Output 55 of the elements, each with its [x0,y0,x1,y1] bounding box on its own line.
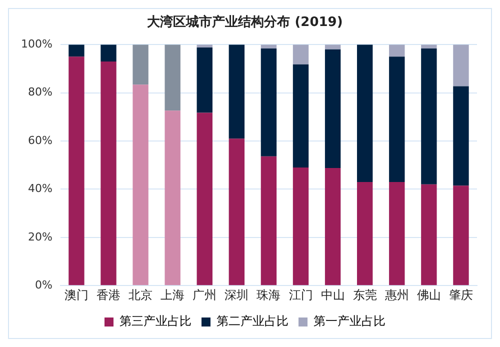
y-tick-label: 0% [34,278,52,292]
x-tick-label: 肇庆 [448,288,473,302]
x-tick-label: 中山 [320,288,345,302]
legend-label: 第三产业占比 [120,314,192,328]
bar [228,44,245,139]
x-tick-label: 惠州 [384,288,409,302]
bar [389,44,405,57]
chart-title: 大湾区城市产业结构分布 (2019) [147,14,343,30]
x-tick-label: 上海 [160,288,185,302]
x-tick-label: 江门 [288,288,313,302]
x-tick-label: 澳门 [64,288,88,302]
y-tick-label: 100% [20,37,52,50]
bar [421,184,437,286]
y-tick-label: 60% [28,134,52,147]
bar [389,182,405,286]
bar [421,44,437,48]
bar [164,110,180,286]
bar [132,44,148,85]
bar [68,44,84,57]
x-tick-label: 佛山 [416,288,441,302]
bar [196,112,212,286]
bar [324,49,341,168]
bar [324,44,341,50]
x-tick-label: 香港 [96,288,121,302]
x-tick-label: 深圳 [224,288,249,302]
x-tick-label: 北京 [128,288,153,302]
bar [164,44,180,111]
bar [453,86,469,186]
bar [68,56,84,286]
legend-label: 第一产业占比 [314,314,386,328]
bar [292,64,309,168]
y-tick-label: 20% [28,230,52,244]
bar [260,44,277,48]
bar [357,182,373,286]
bar [100,61,116,286]
legend-label: 第二产业占比 [216,314,288,328]
bar [196,47,212,113]
bar [228,138,245,286]
x-tick-label: 东莞 [352,288,377,302]
bar [260,156,277,286]
bar [132,84,148,286]
bar [324,168,341,286]
bar [100,44,116,62]
bar [357,44,373,182]
bar [292,168,309,286]
bar [389,56,405,182]
y-tick-label: 40% [28,182,52,196]
bar [453,186,469,286]
bar [453,44,469,86]
y-tick-label: 80% [28,86,52,99]
x-tick-label: 珠海 [256,288,281,302]
bar [292,44,309,64]
x-tick-label: 广州 [192,288,217,302]
bar [260,48,277,156]
bar [421,48,437,184]
